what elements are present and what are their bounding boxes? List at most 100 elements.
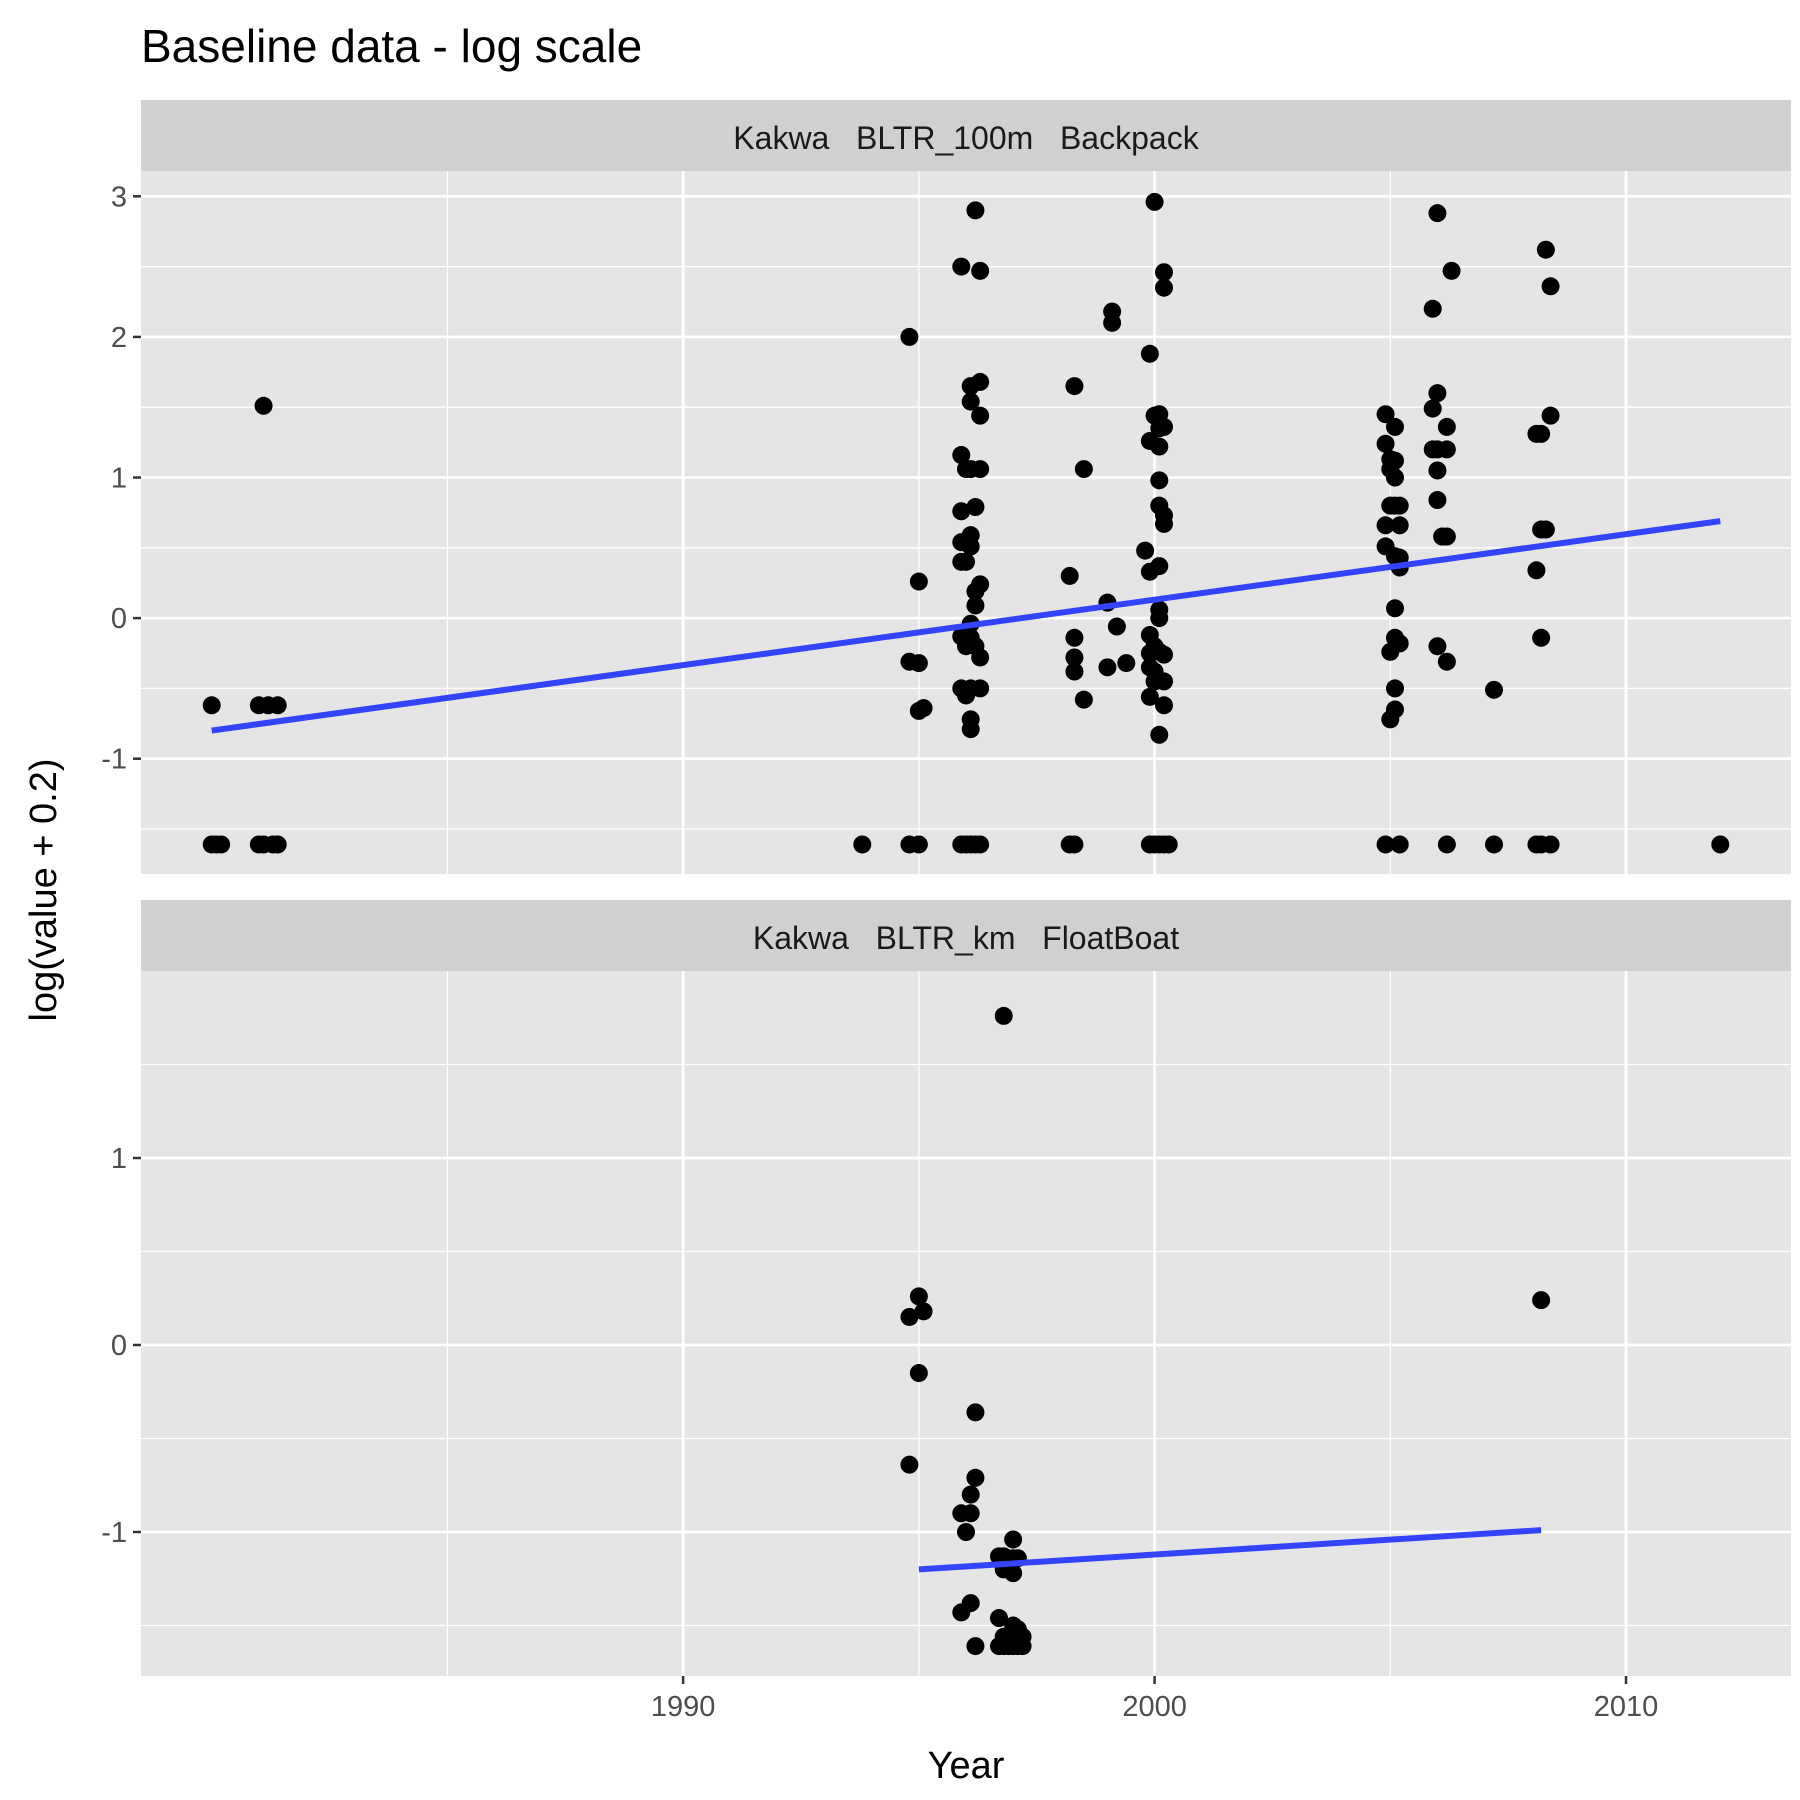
data-point <box>1376 405 1395 424</box>
data-point <box>1541 406 1560 425</box>
data-point <box>1485 835 1503 854</box>
data-point <box>900 1307 919 1326</box>
data-point <box>914 699 933 718</box>
data-point <box>914 1302 933 1321</box>
data-point <box>254 396 273 415</box>
trend-line-segment <box>918 1527 1542 1573</box>
data-point <box>1155 278 1173 297</box>
data-point <box>961 1504 980 1523</box>
data-point <box>1376 516 1395 535</box>
data-point <box>971 679 990 698</box>
data-point <box>966 201 985 220</box>
data-point <box>1155 514 1173 533</box>
data-point <box>1107 617 1126 636</box>
data-point <box>1004 1564 1023 1583</box>
data-point <box>1428 384 1447 403</box>
data-point <box>1065 628 1084 647</box>
data-point <box>1428 204 1447 223</box>
scatter-points <box>900 1006 1551 1656</box>
data-point <box>1155 645 1173 664</box>
data-point <box>1065 648 1084 667</box>
y-tick-label: -1 <box>101 744 127 776</box>
data-point <box>268 835 287 854</box>
data-point <box>1437 652 1456 671</box>
data-point <box>1536 520 1555 539</box>
data-point <box>1536 240 1555 259</box>
y-tick-label: 1 <box>111 1143 127 1175</box>
scatter-points <box>202 192 1730 854</box>
data-point <box>1390 516 1409 535</box>
x-axis-title: Year <box>928 1745 1005 1787</box>
y-tick-label: 0 <box>111 1330 127 1362</box>
y-tick-label: 1 <box>111 463 127 495</box>
data-point <box>1423 399 1442 418</box>
data-point <box>961 377 980 396</box>
data-point <box>1103 313 1122 332</box>
data-point <box>1117 654 1136 673</box>
data-point <box>961 537 980 556</box>
panel-background <box>141 171 1791 874</box>
data-point <box>1145 192 1164 211</box>
data-point <box>1140 562 1159 581</box>
data-point <box>900 327 919 346</box>
data-point <box>1150 471 1169 490</box>
strip-label-backpack: Kakwa BLTR_100m Backpack <box>733 120 1199 156</box>
data-point <box>1390 496 1409 515</box>
y-axis-ticks: -1 0 1 2 3 <box>101 181 141 776</box>
data-point <box>1527 561 1546 580</box>
data-point <box>1155 263 1173 282</box>
data-point <box>1442 261 1461 280</box>
data-point <box>1386 599 1404 618</box>
data-point <box>1532 1291 1551 1310</box>
x-axis-ticks: 1990 2000 2010 <box>651 1676 1658 1723</box>
data-point <box>971 406 990 425</box>
data-point <box>1437 417 1456 436</box>
y-tick-label: 3 <box>111 181 127 213</box>
panel-floatboat: Kakwa BLTR_km FloatBoat -1 0 1 <box>101 900 1791 1676</box>
data-point <box>1376 835 1395 854</box>
data-point <box>1485 680 1503 699</box>
data-point <box>1150 609 1169 628</box>
data-point <box>1150 725 1169 744</box>
trend-line <box>918 1527 1542 1573</box>
data-point <box>1136 541 1155 560</box>
data-point <box>1159 835 1178 854</box>
data-point <box>966 1403 985 1422</box>
data-point <box>966 1468 985 1487</box>
data-point <box>961 1485 980 1504</box>
data-point <box>1004 1530 1023 1549</box>
data-point <box>957 1523 975 1542</box>
y-axis-title: log(value + 0.2) <box>23 759 65 1022</box>
data-point <box>1098 658 1117 677</box>
data-point <box>1065 377 1084 396</box>
data-point <box>966 1637 985 1656</box>
data-point <box>909 654 928 673</box>
data-point <box>952 1603 971 1622</box>
y-tick-label: -1 <box>101 1517 127 1549</box>
data-point <box>1074 690 1093 709</box>
data-point <box>1140 687 1159 706</box>
data-point <box>900 1455 919 1474</box>
data-point <box>853 835 872 854</box>
trend-line-segment <box>211 518 1721 734</box>
data-point <box>1428 637 1447 656</box>
data-point <box>1381 710 1400 729</box>
strip-background <box>141 100 1791 171</box>
y-tick-label: 0 <box>111 603 127 635</box>
data-point <box>1428 491 1447 510</box>
data-point <box>1155 672 1173 691</box>
data-point <box>909 572 928 591</box>
data-point <box>1437 527 1456 546</box>
data-point <box>1065 835 1084 854</box>
data-point <box>909 835 928 854</box>
data-point <box>1140 344 1159 363</box>
data-point <box>1386 679 1404 698</box>
y-axis-ticks: -1 0 1 <box>101 1143 141 1549</box>
data-point <box>268 696 287 715</box>
data-point <box>1428 461 1447 480</box>
data-point <box>966 498 985 517</box>
gridlines <box>141 971 1791 1676</box>
data-point <box>1065 662 1084 681</box>
data-point <box>1155 417 1173 436</box>
data-point <box>1074 460 1093 479</box>
